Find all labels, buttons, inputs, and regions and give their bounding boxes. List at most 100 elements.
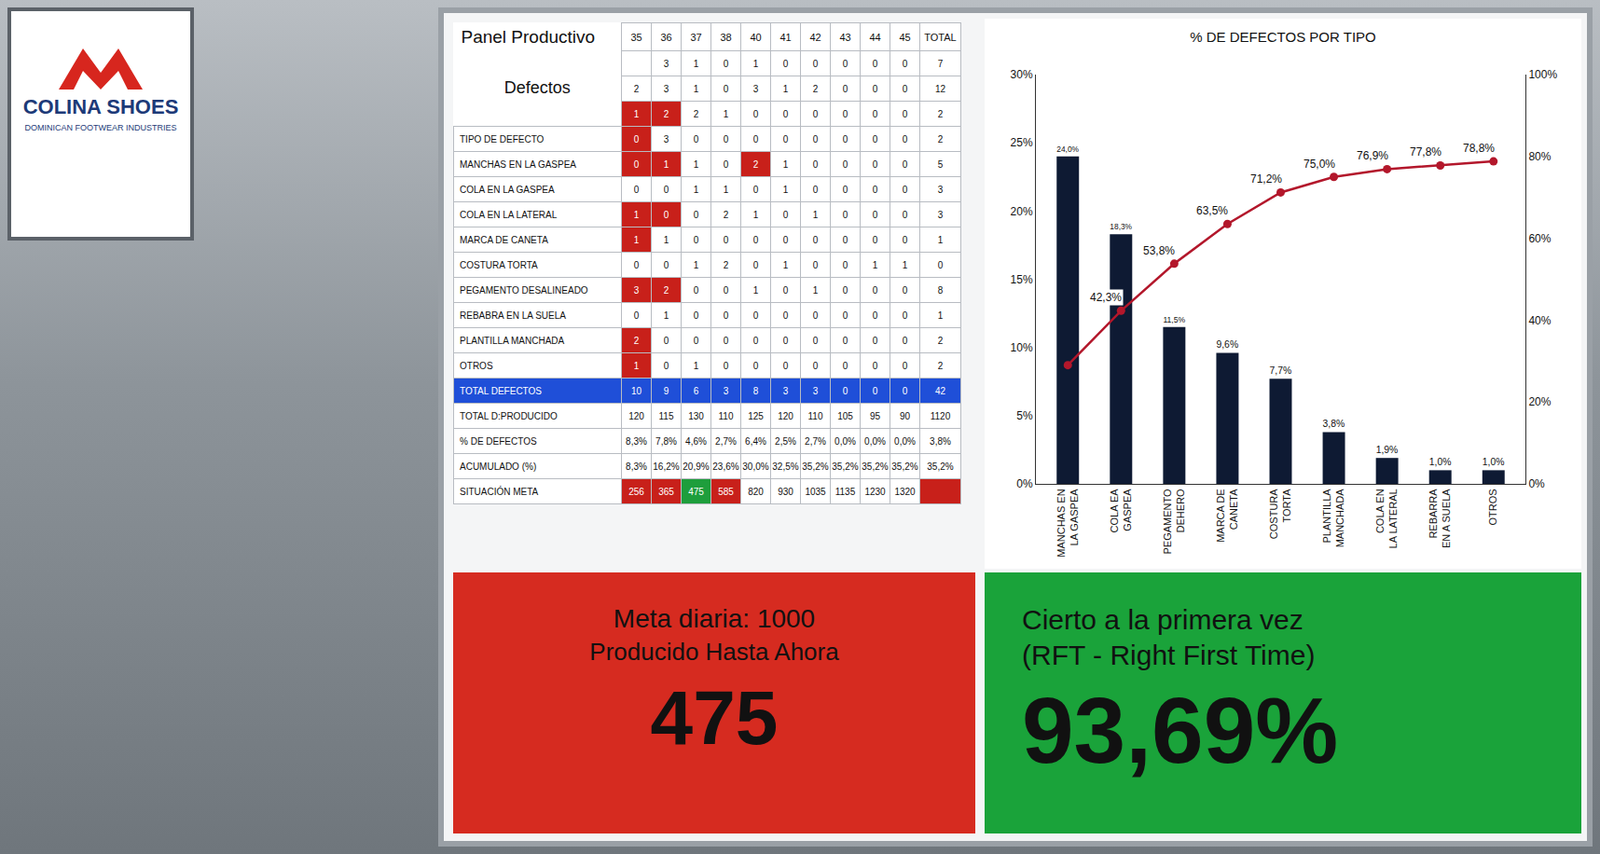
html-text:REBABRA EN LA SUELA: REBABRA EN LA SUELA — [459, 310, 566, 321]
svg-text:40%: 40% — [1528, 314, 1551, 328]
html-text:125: 125 — [747, 410, 764, 421]
svg-text:100%: 100% — [1528, 68, 1558, 82]
html-text:4,6%: 4,6% — [685, 435, 707, 447]
svg-text:11,5%: 11,5% — [1162, 315, 1186, 325]
html-text:0,0%: 0,0% — [834, 435, 856, 447]
html-text:Producido Hasta Ahora: Producido Hasta Ahora — [589, 637, 839, 666]
svg-text:42,3%: 42,3% — [1089, 290, 1122, 304]
html-text:130: 130 — [688, 410, 704, 421]
svg-text:0%: 0% — [1016, 477, 1034, 491]
html-text:42: 42 — [935, 385, 946, 396]
html-text:MANCHAS EN LA GASPEA: MANCHAS EN LA GASPEA — [459, 158, 577, 170]
html-text:6,4%: 6,4% — [745, 435, 767, 447]
svg-text:78,8%: 78,8% — [1462, 141, 1495, 155]
html-text:40: 40 — [750, 31, 762, 43]
html-text:3,8%: 3,8% — [929, 435, 951, 447]
svg-text:63,5%: 63,5% — [1196, 204, 1228, 218]
html-text:110: 110 — [718, 410, 734, 421]
svg-text:% DE DEFECTOS POR TIPO: % DE DEFECTOS POR TIPO — [1189, 28, 1376, 45]
html-text:2,7%: 2,7% — [804, 435, 827, 447]
svg-text:COLA ENLA LATERAL: COLA ENLA LATERAL — [1374, 488, 1399, 549]
html-text:Panel Productivo: Panel Productivo — [461, 26, 596, 47]
html-text:37: 37 — [690, 31, 702, 43]
svg-text:20%: 20% — [1010, 205, 1034, 219]
svg-text:PEGAMENTODEHERO: PEGAMENTODEHERO — [1161, 488, 1187, 555]
html-text:8,3%: 8,3% — [625, 435, 647, 447]
html-text:120: 120 — [777, 410, 794, 421]
html-text:36: 36 — [660, 31, 672, 43]
html-text:MARCA DE CANETA: MARCA DE CANETA — [459, 234, 549, 245]
html-text:38: 38 — [720, 31, 732, 43]
html-text:TOTAL D:PRODUCIDO: TOTAL D:PRODUCIDO — [459, 410, 558, 421]
html-text:120: 120 — [628, 410, 645, 421]
html-text:COLA EN LA LATERAL: COLA EN LA LATERAL — [459, 209, 557, 220]
svg-text:MANCHAS ENLA GASPEA: MANCHAS ENLA GASPEA — [1055, 488, 1080, 558]
html-text:90: 90 — [899, 410, 911, 421]
svg-text:OTROS: OTROS — [1487, 488, 1499, 525]
svg-text:MARCA DECANETA: MARCA DECANETA — [1214, 488, 1240, 543]
html-text:COSTURA TORTA: COSTURA TORTA — [459, 259, 538, 270]
svg-text:1,0%: 1,0% — [1482, 456, 1505, 468]
svg-text:25%: 25% — [1010, 136, 1034, 150]
html-text:Meta diaria: 1000: Meta diaria: 1000 — [613, 604, 816, 634]
html-text:0,0%: 0,0% — [894, 435, 916, 447]
html-text:43: 43 — [839, 31, 851, 43]
svg-text:1,9%: 1,9% — [1376, 444, 1399, 456]
html-text:TOTAL: TOTAL — [924, 31, 957, 43]
html-text:Cierto a la primera vez: Cierto a la primera vez — [1021, 604, 1304, 635]
svg-text:9,6%: 9,6% — [1215, 339, 1239, 350]
html-text:45: 45 — [899, 31, 911, 43]
html-text:PEGAMENTO DESALINEADO: PEGAMENTO DESALINEADO — [459, 284, 588, 296]
html-text:93,69%: 93,69% — [1021, 677, 1339, 783]
html-text:% DE DEFECTOS: % DE DEFECTOS — [459, 435, 537, 447]
html-text:COLINA SHOES: COLINA SHOES — [23, 95, 179, 119]
svg-text:COSTURATORTA: COSTURATORTA — [1268, 488, 1293, 539]
html-text:Defectos: Defectos — [504, 78, 571, 98]
html-text:(RFT - Right First Time): (RFT - Right First Time) — [1021, 639, 1316, 671]
svg-text:7,7%: 7,7% — [1269, 365, 1293, 376]
html-text:2,5%: 2,5% — [774, 435, 797, 447]
html-text:TOTAL DEFECTOS: TOTAL DEFECTOS — [459, 385, 542, 396]
svg-text:1,0%: 1,0% — [1429, 456, 1452, 468]
svg-text:76,9%: 76,9% — [1356, 149, 1389, 163]
svg-text:15%: 15% — [1010, 273, 1034, 287]
html-text:41: 41 — [779, 31, 792, 43]
svg-text:30%: 30% — [1010, 68, 1034, 82]
svg-text:PLANTILLAMANCHADA: PLANTILLAMANCHADA — [1321, 488, 1346, 549]
html-text:2,7%: 2,7% — [715, 435, 737, 447]
html-text:1120: 1120 — [930, 410, 951, 421]
svg-text:80%: 80% — [1528, 150, 1551, 164]
svg-text:18,3%: 18,3% — [1109, 221, 1132, 232]
html-text:0,0%: 0,0% — [864, 435, 886, 447]
svg-text:77,8%: 77,8% — [1409, 145, 1442, 159]
html-text:115: 115 — [658, 410, 674, 421]
html-text:OTROS: OTROS — [459, 360, 493, 371]
html-text:7,8%: 7,8% — [655, 435, 677, 447]
svg-text:71,2%: 71,2% — [1250, 172, 1283, 186]
html-text:35: 35 — [630, 31, 643, 43]
html-text:ACUMULADO (%): ACUMULADO (%) — [459, 461, 537, 472]
html-text:PLANTILLA MANCHADA: PLANTILLA MANCHADA — [459, 335, 565, 346]
html-text:10: 10 — [631, 385, 642, 396]
html-text:12: 12 — [935, 83, 946, 94]
svg-text:3,8%: 3,8% — [1323, 418, 1346, 429]
svg-text:53,8%: 53,8% — [1143, 244, 1175, 258]
html-text:95: 95 — [869, 410, 881, 421]
html-text:105: 105 — [837, 410, 853, 421]
html-text:44: 44 — [869, 31, 881, 43]
html-text:8,3%: 8,3% — [625, 461, 647, 472]
svg-text:20%: 20% — [1528, 395, 1551, 409]
svg-text:10%: 10% — [1010, 341, 1034, 355]
html-text:110: 110 — [807, 410, 823, 421]
svg-text:60%: 60% — [1528, 232, 1551, 246]
html-text:TIPO DE DEFECTO: TIPO DE DEFECTO — [459, 133, 544, 145]
svg-text:5%: 5% — [1016, 409, 1034, 423]
svg-text:0%: 0% — [1528, 477, 1545, 491]
svg-text:COLA EAGASPEA: COLA EAGASPEA — [1108, 488, 1133, 534]
svg-text:REBARRAEN A SUELA: REBARRAEN A SUELA — [1427, 488, 1452, 549]
html-text:475: 475 — [650, 675, 778, 760]
svg-text:75,0%: 75,0% — [1303, 157, 1336, 171]
html-text:42: 42 — [809, 31, 822, 43]
html-text:COLA EN LA GASPEA: COLA EN LA GASPEA — [459, 184, 555, 195]
svg-text:24,0%: 24,0% — [1056, 144, 1079, 154]
